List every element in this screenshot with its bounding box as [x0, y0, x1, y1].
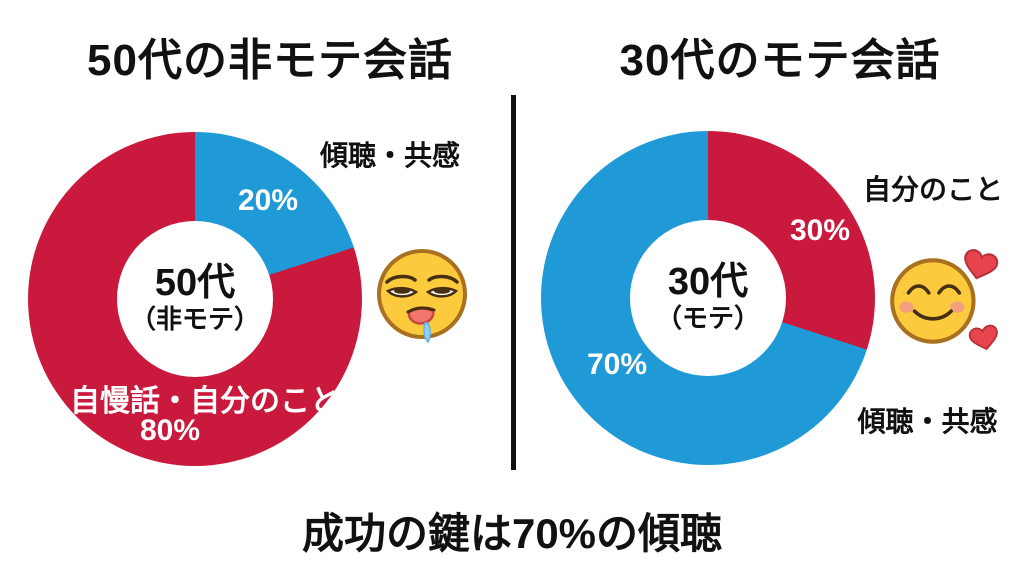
right-blue-slice-label: 傾聴・共感	[857, 406, 998, 437]
bottom-headline: 成功の鍵は70%の傾聴	[301, 510, 723, 557]
right-chart-title: 30代のモテ会話	[619, 36, 941, 85]
right-donut-center-age: 30代	[667, 260, 749, 303]
right-red-slice-label: 自分のこと	[862, 174, 1003, 205]
right-donut-center: 30代 （モテ）	[630, 220, 786, 376]
left-donut-chart: 50代 （非モテ）	[28, 132, 362, 466]
right-blue-slice-percent: 70%	[586, 348, 648, 381]
left-red-slice-percent: 80%	[139, 414, 201, 447]
left-blue-slice-label: 傾聴・共感	[319, 140, 460, 171]
left-blue-slice-percent: 20%	[237, 184, 299, 217]
right-donut-center-status: （モテ）	[655, 303, 760, 334]
left-donut-center: 50代 （非モテ）	[117, 221, 273, 377]
left-red-slice-label: 自慢話・自分のこと	[70, 385, 340, 418]
left-chart-title: 50代の非モテ会話	[87, 36, 453, 85]
left-donut-center-status: （非モテ）	[129, 304, 260, 335]
right-donut-chart: 30代 （モテ）	[541, 131, 875, 465]
right-red-slice-percent: 30%	[789, 214, 851, 247]
smiling-face-with-hearts-icon	[890, 249, 999, 351]
vertical-divider	[511, 95, 516, 470]
unamused-drooling-face-icon	[377, 249, 467, 344]
left-donut-center-age: 50代	[154, 261, 236, 304]
